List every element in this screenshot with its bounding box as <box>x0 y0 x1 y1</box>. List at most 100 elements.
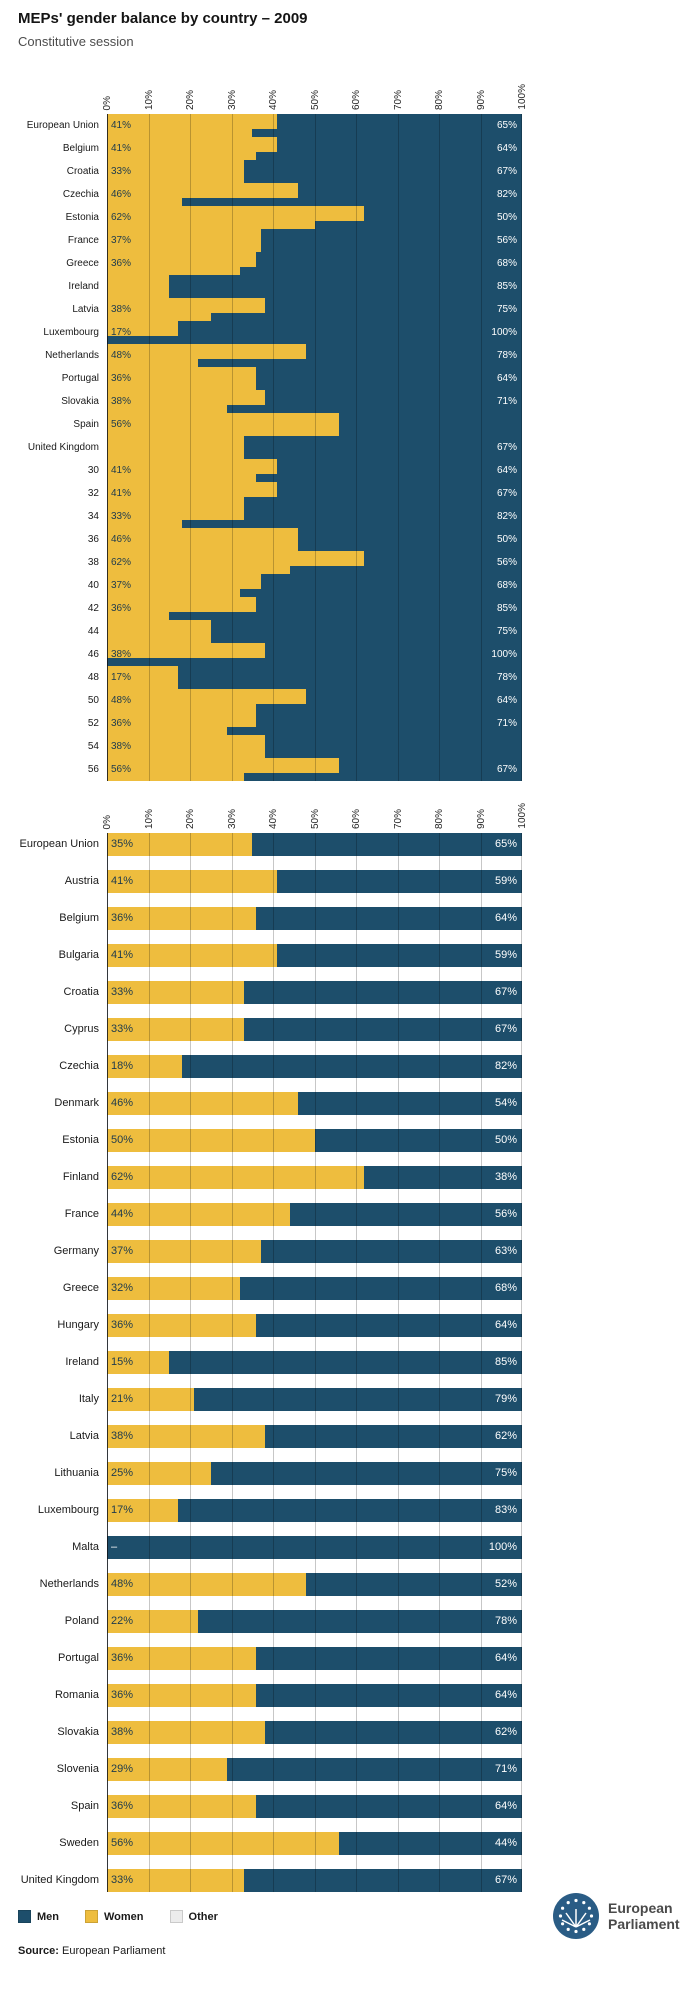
women-bar <box>107 367 257 390</box>
men-bar <box>277 944 522 967</box>
men-bar <box>264 735 522 758</box>
gridline <box>273 833 274 1892</box>
men-bar <box>256 597 522 620</box>
women-value-label: 46% <box>111 1097 134 1109</box>
axis-tick-label: 100% <box>514 791 530 829</box>
men-value-label: 67% <box>494 1874 517 1886</box>
women-value-label: 44% <box>111 1208 134 1220</box>
women-value-label: 38% <box>111 741 132 752</box>
women-value-label: 41% <box>111 875 134 887</box>
country-label: Portugal <box>61 373 99 384</box>
women-value-label: 17% <box>111 672 132 683</box>
men-bar <box>243 160 522 183</box>
men-value-label: 68% <box>496 258 517 269</box>
legend: Men Women Other <box>18 1910 218 1923</box>
men-value-label: 67% <box>496 166 517 177</box>
men-value-label: 85% <box>494 1356 517 1368</box>
country-label: France <box>67 235 99 246</box>
women-value-label: 62% <box>111 1171 134 1183</box>
men-value-label: 56% <box>496 557 517 568</box>
country-label: 46 <box>87 649 99 660</box>
country-label: Belgium <box>62 143 99 154</box>
men-bar <box>297 1092 522 1115</box>
men-value-label: 68% <box>494 1282 517 1294</box>
men-bar <box>256 1647 522 1670</box>
men-value-label: 67% <box>496 764 517 775</box>
men-value-label: 67% <box>496 442 517 453</box>
men-bar <box>239 1277 522 1300</box>
legend-swatch <box>18 1910 31 1923</box>
country-label: Hungary <box>57 1319 99 1331</box>
women-bar <box>107 1240 261 1263</box>
women-value-label: 36% <box>111 718 132 729</box>
country-label: 30 <box>87 465 99 476</box>
country-label: Latvia <box>72 304 99 315</box>
men-bar <box>210 1462 522 1485</box>
men-value-label: 71% <box>496 718 517 729</box>
women-value-label: 41% <box>111 143 132 154</box>
men-bar-offset-strip <box>243 773 340 781</box>
women-bar <box>107 1499 178 1522</box>
men-bar <box>264 1425 522 1448</box>
men-bar <box>169 1351 522 1374</box>
women-value-label: – <box>111 1541 118 1553</box>
country-label: 34 <box>87 511 99 522</box>
men-value-label: 100% <box>491 327 517 338</box>
axis-tick-label: 60% <box>348 791 364 829</box>
women-bar <box>107 1018 244 1041</box>
women-value-label: 46% <box>111 534 132 545</box>
country-label: 40 <box>87 580 99 591</box>
men-bar <box>289 1203 522 1226</box>
country-label: Latvia <box>69 1430 99 1442</box>
page-subtitle: Constitutive session <box>18 34 134 49</box>
axis-tick-label: 30% <box>224 791 240 829</box>
men-bar-offset-strip <box>181 198 298 206</box>
country-label: Greece <box>66 258 99 269</box>
women-value-label: 25% <box>111 1467 134 1479</box>
men-bar-offset-strip <box>252 129 278 137</box>
men-value-label: 64% <box>496 695 517 706</box>
women-bar <box>107 1832 340 1855</box>
country-label: 36 <box>87 534 99 545</box>
gridline <box>315 833 316 1892</box>
men-bar <box>297 183 522 206</box>
men-bar <box>306 1573 522 1596</box>
axis-line <box>107 114 108 781</box>
legend-item-women: Women <box>85 1910 144 1923</box>
women-value-label: 36% <box>111 1800 134 1812</box>
men-value-label: 62% <box>494 1726 517 1738</box>
country-label: Luxembourg <box>37 1504 99 1516</box>
women-value-label: 33% <box>111 166 132 177</box>
axis-tick-label: 20% <box>182 791 198 829</box>
women-value-label: 36% <box>111 1319 134 1331</box>
axis-tick-label: 70% <box>390 791 406 829</box>
country-label: Spain <box>73 419 99 430</box>
men-value-label: 59% <box>494 875 517 887</box>
country-label: 32 <box>87 488 99 499</box>
axis-tick-text: 20% <box>184 808 196 829</box>
men-bar <box>264 390 522 413</box>
men-bar <box>256 367 522 390</box>
women-value-label: 37% <box>111 580 132 591</box>
women-bar <box>107 114 278 137</box>
men-bar <box>210 620 522 643</box>
gridline <box>398 833 399 1892</box>
axis-tick-text: 70% <box>392 808 404 829</box>
women-bar <box>107 1314 257 1337</box>
men-bar-offset-strip <box>198 359 307 367</box>
men-bar <box>339 413 522 436</box>
women-value-label: 48% <box>111 695 132 706</box>
women-value-label: 56% <box>111 419 132 430</box>
axis-tick-text: 100% <box>516 803 528 829</box>
men-value-label: 64% <box>494 912 517 924</box>
country-label: Ireland <box>65 1356 99 1368</box>
women-bar <box>107 1055 182 1078</box>
country-label: Luxembourg <box>43 327 99 338</box>
men-bar <box>243 981 522 1004</box>
men-value-label: 67% <box>496 488 517 499</box>
women-bar <box>107 436 244 459</box>
gridline <box>273 114 274 781</box>
gridline <box>190 114 191 781</box>
men-bar <box>264 643 522 666</box>
